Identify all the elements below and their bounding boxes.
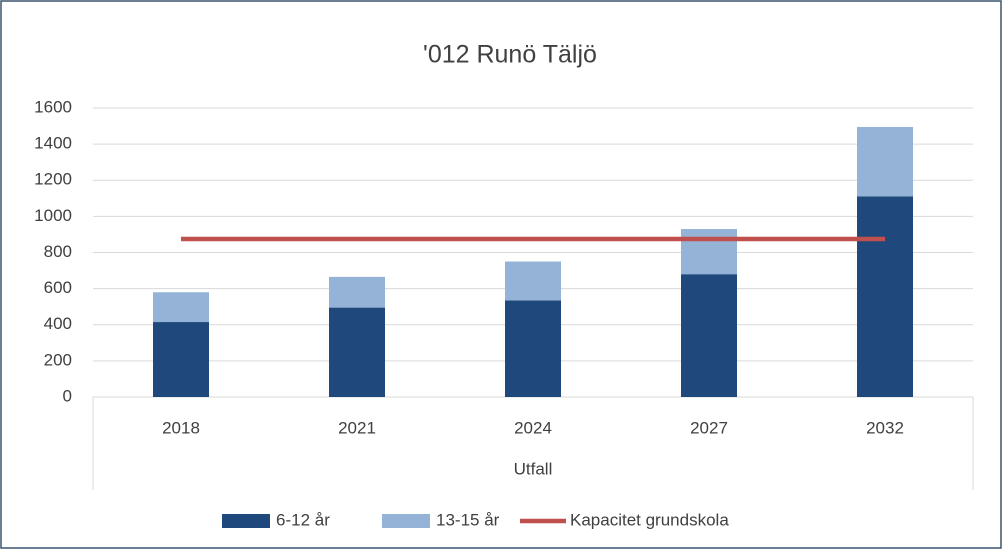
category-group-label: Utfall xyxy=(514,459,553,478)
y-tick-label: 600 xyxy=(44,278,72,297)
bar-segment xyxy=(857,126,913,197)
legend-swatch xyxy=(382,514,430,528)
y-tick-label: 1200 xyxy=(34,170,72,189)
x-tick-label: 2018 xyxy=(162,418,200,437)
bar-segment xyxy=(329,307,385,397)
bar-segment xyxy=(153,322,209,397)
y-tick-label: 1400 xyxy=(34,134,72,153)
y-tick-label: 200 xyxy=(44,350,72,369)
legend-swatch xyxy=(222,514,270,528)
x-tick-label: 2024 xyxy=(514,418,552,437)
legend-label: 13-15 år xyxy=(436,510,500,529)
x-tick-label: 2021 xyxy=(338,418,376,437)
y-tick-label: 800 xyxy=(44,242,72,261)
bar-segment xyxy=(681,274,737,397)
bar-segment xyxy=(505,261,561,301)
bar-segment xyxy=(153,292,209,323)
bar-segment xyxy=(505,300,561,397)
legend-label: Kapacitet grundskola xyxy=(570,510,729,529)
y-tick-label: 400 xyxy=(44,314,72,333)
y-tick-label: 1000 xyxy=(34,206,72,225)
x-tick-label: 2032 xyxy=(866,418,904,437)
legend-label: 6-12 år xyxy=(276,510,330,529)
bar-segment xyxy=(857,196,913,397)
y-tick-label: 0 xyxy=(63,386,72,405)
y-tick-label: 1600 xyxy=(34,97,72,116)
bar-segment xyxy=(681,229,737,275)
chart-title: '012 Runö Täljö xyxy=(423,41,597,69)
x-tick-label: 2027 xyxy=(690,418,728,437)
bar-segment xyxy=(329,276,385,308)
